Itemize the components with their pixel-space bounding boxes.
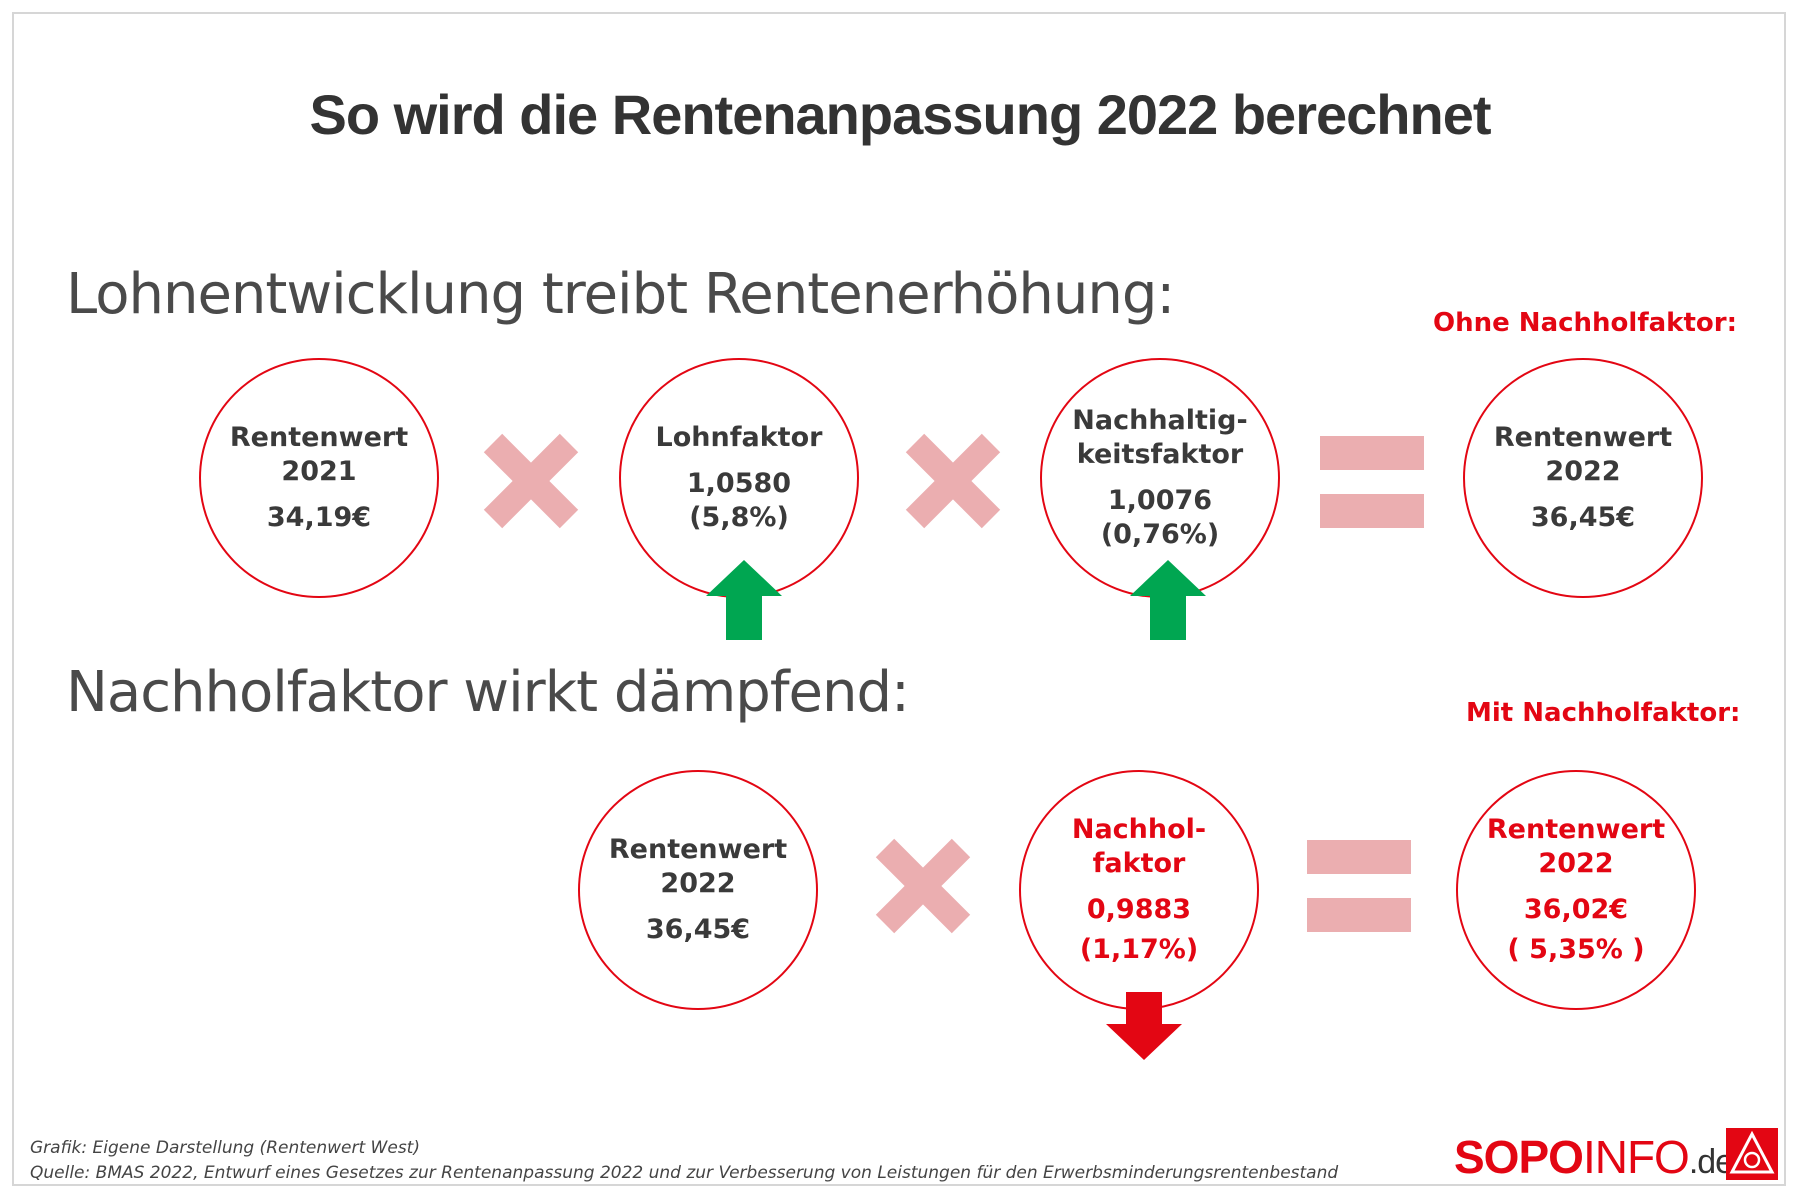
circle-rentenwert-2021: Rentenwert 2021 34,19€	[199, 358, 439, 598]
label-year: 2022	[660, 868, 736, 899]
percent: (0,76%)	[1100, 519, 1220, 550]
page-title: So wird die Rentenanpassung 2022 berechn…	[309, 83, 1491, 146]
circle-nachholfaktor: Nachhol- faktor 0,9883 (1,17%)	[1019, 770, 1259, 1010]
value: 36,45€	[645, 914, 751, 945]
value: 36,45€	[1530, 502, 1636, 533]
circle-rentenwert-2022-mit: Rentenwert 2022 36,02€ ( 5,35% )	[1456, 770, 1696, 1010]
label-cont: keitsfaktor	[1076, 439, 1244, 470]
circle-lohnfaktor: Lohnfaktor 1,0580 (5,8%)	[619, 358, 859, 598]
ig-metall-logo-icon	[1726, 1128, 1778, 1180]
label: Rentenwert	[1493, 422, 1673, 453]
section-label-catchup: Nachholfaktor wirkt dämpfend:	[66, 660, 910, 725]
label: Nachhaltig-	[1072, 405, 1248, 436]
label-cont: faktor	[1092, 848, 1186, 879]
arrow-up-icon	[706, 560, 782, 640]
circle-rentenwert-2022-base: Rentenwert 2022 36,45€	[578, 770, 818, 1010]
logo-info: INFO	[1582, 1131, 1690, 1183]
section-label-wages: Lohnentwicklung treibt Rentenerhöhung:	[66, 262, 1175, 327]
equals-icon	[1307, 840, 1411, 934]
circle-rentenwert-2022-ohne: Rentenwert 2022 36,45€	[1463, 358, 1703, 598]
equals-icon	[1320, 436, 1424, 530]
multiply-icon	[875, 838, 971, 934]
label-year: 2022	[1538, 848, 1614, 879]
value: 0,9883	[1086, 894, 1192, 925]
arrow-down-icon	[1106, 992, 1182, 1060]
percent: (1,17%)	[1079, 934, 1199, 965]
logo-sopo: SOPO	[1454, 1131, 1584, 1183]
footer-source: Quelle: BMAS 2022, Entwurf eines Gesetze…	[30, 1163, 1339, 1183]
sopoinfo-logo: SOPOINFO.de	[1454, 1130, 1734, 1184]
footer-credit: Grafik: Eigene Darstellung (Rentenwert W…	[30, 1138, 420, 1158]
label-year: 2021	[281, 456, 357, 487]
value: 36,02€	[1523, 894, 1629, 925]
circle-nachhaltigkeitsfaktor: Nachhaltig- keitsfaktor 1,0076 (0,76%)	[1040, 358, 1280, 598]
multiply-icon	[483, 433, 579, 529]
percent: (5,8%)	[689, 502, 789, 533]
label-year: 2022	[1545, 456, 1621, 487]
label: Lohnfaktor	[655, 422, 823, 453]
note-without-catchup: Ohne Nachholfaktor:	[1433, 308, 1737, 338]
value: 1,0076	[1107, 485, 1213, 516]
label: Rentenwert	[229, 422, 409, 453]
label: Nachhol-	[1071, 814, 1207, 845]
multiply-icon	[905, 433, 1001, 529]
arrow-up-icon	[1130, 560, 1206, 640]
value: 34,19€	[266, 502, 372, 533]
label: Rentenwert	[1486, 814, 1666, 845]
label: Rentenwert	[608, 834, 788, 865]
note-with-catchup: Mit Nachholfaktor:	[1466, 698, 1741, 728]
percent: ( 5,35% )	[1507, 934, 1645, 965]
value: 1,0580	[686, 468, 792, 499]
frame-border	[12, 12, 1786, 1186]
